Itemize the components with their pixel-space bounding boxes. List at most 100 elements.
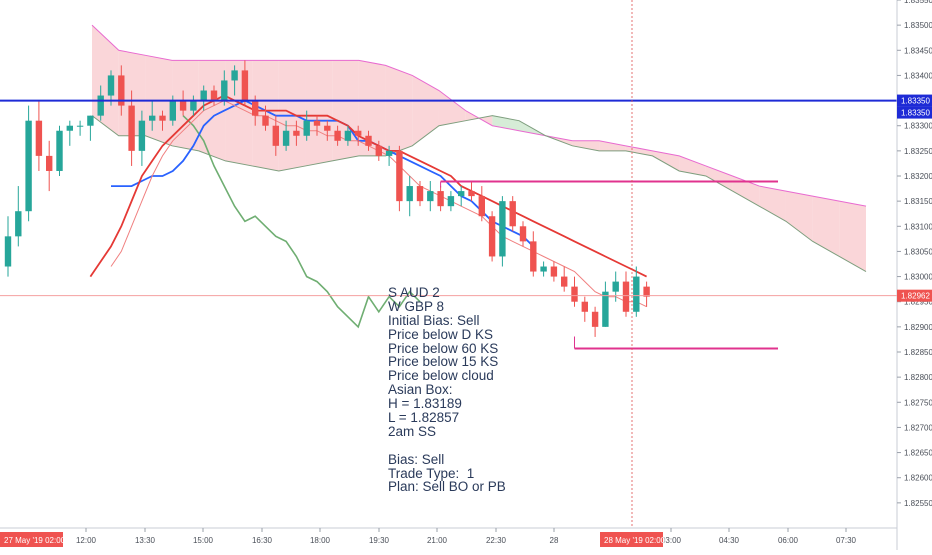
candle[interactable]	[159, 110, 166, 131]
candle-body	[396, 150, 403, 202]
level-price-label-bg	[897, 94, 932, 107]
candle[interactable]	[499, 196, 506, 267]
candle[interactable]	[118, 65, 125, 116]
price-tick-label: 1.83400	[904, 71, 932, 80]
time-tick-label: 21:00	[427, 536, 448, 545]
note-line: Trade Type: 1	[388, 465, 475, 481]
candle-body	[272, 125, 279, 146]
candle[interactable]	[200, 85, 207, 111]
candle-body	[128, 105, 135, 151]
candle[interactable]	[447, 191, 455, 212]
price-tick-label: 1.83150	[904, 197, 932, 206]
candle[interactable]	[87, 115, 94, 141]
candle[interactable]	[478, 186, 485, 222]
candle[interactable]	[561, 266, 568, 292]
price-tick-label: 1.82950	[904, 298, 932, 307]
candle[interactable]	[128, 90, 135, 166]
candle[interactable]	[15, 186, 22, 247]
note-line: Price below 60 KS	[388, 340, 499, 356]
candle[interactable]	[138, 110, 146, 166]
candle-body	[612, 281, 619, 292]
candle[interactable]	[334, 125, 341, 146]
candle[interactable]	[468, 181, 475, 202]
candle[interactable]	[519, 221, 527, 247]
candle[interactable]	[293, 120, 300, 146]
senkou-span-b-line	[91, 115, 867, 272]
candle[interactable]	[643, 281, 650, 307]
price-tick-label: 1.83000	[904, 273, 932, 282]
time-tick-label: 13:30	[135, 536, 156, 545]
candle[interactable]	[344, 125, 352, 146]
note-line: 2am SS	[388, 423, 437, 439]
candle[interactable]	[385, 145, 393, 166]
candle-body	[416, 186, 424, 202]
candle[interactable]	[416, 181, 424, 207]
price-tick-label: 1.83200	[904, 172, 932, 181]
candle-body	[643, 286, 650, 297]
candle[interactable]	[149, 100, 156, 131]
candle[interactable]	[4, 216, 12, 277]
candle[interactable]	[488, 211, 496, 262]
candle[interactable]	[179, 90, 187, 116]
candle-body	[4, 236, 12, 267]
candle[interactable]	[210, 85, 218, 106]
candle[interactable]	[540, 261, 547, 277]
time-tick-label: 04:30	[719, 536, 740, 545]
candle[interactable]	[633, 266, 640, 317]
cloud-segment	[839, 201, 866, 272]
candle-body	[76, 125, 84, 127]
candle[interactable]	[46, 140, 53, 192]
price-tick-label: 1.83450	[904, 46, 932, 55]
candle[interactable]	[97, 85, 104, 121]
candle[interactable]	[571, 276, 578, 307]
candle[interactable]	[406, 176, 413, 217]
candle[interactable]	[458, 186, 465, 207]
candle[interactable]	[231, 65, 238, 96]
note-line: Price below cloud	[388, 368, 494, 384]
candle[interactable]	[76, 120, 84, 136]
cloud-segment	[412, 75, 439, 146]
candle[interactable]	[622, 271, 630, 317]
candle[interactable]	[581, 296, 588, 322]
candle[interactable]	[612, 271, 619, 302]
candle[interactable]	[282, 120, 290, 151]
note-line: H = 1.83189	[388, 396, 462, 412]
cloud-segment	[785, 191, 813, 242]
candle[interactable]	[262, 105, 269, 131]
candle[interactable]	[375, 140, 382, 161]
note-line: L = 1.82857	[388, 410, 460, 426]
candle-body	[241, 70, 249, 101]
candle[interactable]	[56, 125, 63, 176]
candle[interactable]	[396, 145, 403, 212]
price-tick-label: 1.83100	[904, 222, 932, 231]
candle[interactable]	[550, 261, 558, 282]
candle[interactable]	[313, 115, 321, 136]
candle-body	[293, 130, 300, 136]
cloud-segment	[332, 60, 359, 161]
candle-body	[468, 191, 475, 197]
candle[interactable]	[530, 231, 537, 277]
candle[interactable]	[66, 120, 73, 146]
candle[interactable]	[427, 181, 434, 212]
candle[interactable]	[437, 186, 444, 212]
level-price-label: 1.83350	[901, 97, 930, 106]
candle[interactable]	[25, 105, 32, 222]
candle[interactable]	[324, 120, 331, 141]
price-tick-label: 1.82700	[904, 423, 932, 432]
cloud-segment	[812, 196, 840, 257]
candle[interactable]	[272, 115, 279, 156]
candle[interactable]	[602, 281, 609, 327]
candle[interactable]	[35, 100, 43, 171]
candle[interactable]	[241, 60, 249, 106]
candle-body	[149, 115, 156, 121]
candle[interactable]	[509, 196, 516, 232]
candle[interactable]	[591, 306, 599, 337]
candle[interactable]	[190, 95, 197, 116]
candle[interactable]	[355, 125, 362, 146]
candle[interactable]	[303, 110, 310, 141]
candle[interactable]	[365, 130, 372, 151]
candle-body	[437, 191, 444, 207]
candle-body	[324, 125, 331, 131]
